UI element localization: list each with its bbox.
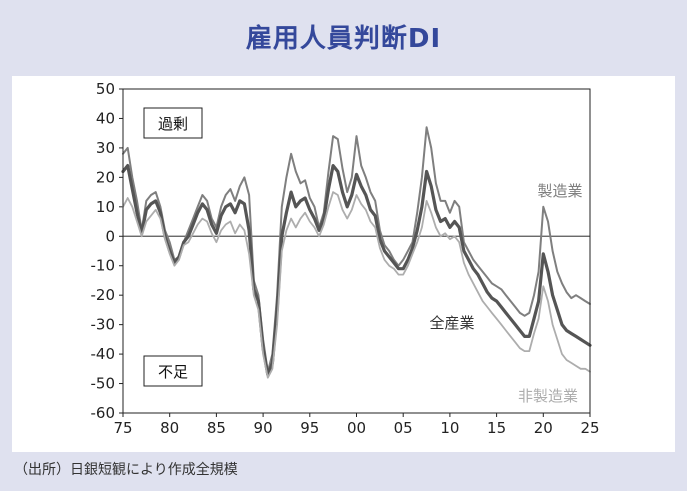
x-tick-label: 80 <box>160 419 179 437</box>
x-tick-label: 05 <box>394 419 413 437</box>
axis-ticks: -60 -50 -40 -30 -20 -10 0 10 20 30 40 50 75 80 85 90 95 0… <box>91 80 600 437</box>
series-line <box>122 126 591 373</box>
x-tick-label: 90 <box>254 419 273 437</box>
y-tick-label: 10 <box>96 198 115 216</box>
y-tick-label: 30 <box>96 139 115 157</box>
x-tick-label: 00 <box>347 419 366 437</box>
x-tick-label: 15 <box>487 419 506 437</box>
y-tick-label: -10 <box>91 257 116 275</box>
series-line <box>121 164 592 377</box>
x-tick-label: 20 <box>534 419 553 437</box>
series-label: 非製造業 <box>518 387 578 405</box>
y-tick-label: 20 <box>96 168 115 186</box>
page-title: 雇用人員判断DI <box>245 24 442 54</box>
y-tick-label: -50 <box>91 375 116 393</box>
chart-panel: -60 -50 -40 -30 -20 -10 0 10 20 30 40 50 75 80 85 90 95 0… <box>12 76 675 452</box>
y-tick-label: 0 <box>105 227 115 245</box>
x-tick-label: 75 <box>113 419 132 437</box>
annotation-box-lower <box>143 355 203 387</box>
x-tick-label: 95 <box>300 419 319 437</box>
annotation-lower: 不足 <box>158 363 188 381</box>
series-line <box>122 191 591 379</box>
y-tick-label: 40 <box>96 109 115 127</box>
source-note: （出所）日銀短観により作成全規模 <box>14 462 238 478</box>
y-tick-label: -20 <box>91 286 116 304</box>
x-tick-label: 85 <box>207 419 226 437</box>
y-tick-label: 50 <box>96 80 115 98</box>
x-tick-label: 10 <box>440 419 459 437</box>
y-tick-label: -30 <box>91 316 116 334</box>
y-tick-label: -40 <box>91 345 116 363</box>
annotation-upper: 過剰 <box>158 115 188 133</box>
plot-border <box>122 88 591 414</box>
plot-frame <box>122 88 591 414</box>
annotation-box-upper <box>143 107 203 139</box>
y-tick-label: -60 <box>91 404 116 422</box>
series-label: 製造業 <box>537 182 582 200</box>
line-chart: -60 -50 -40 -30 -20 -10 0 10 20 30 40 50 75 80 85 90 95 0… <box>91 80 600 437</box>
series-label: 全産業 <box>429 314 474 332</box>
series-lines <box>121 126 592 379</box>
x-tick-label: 25 <box>580 419 599 437</box>
